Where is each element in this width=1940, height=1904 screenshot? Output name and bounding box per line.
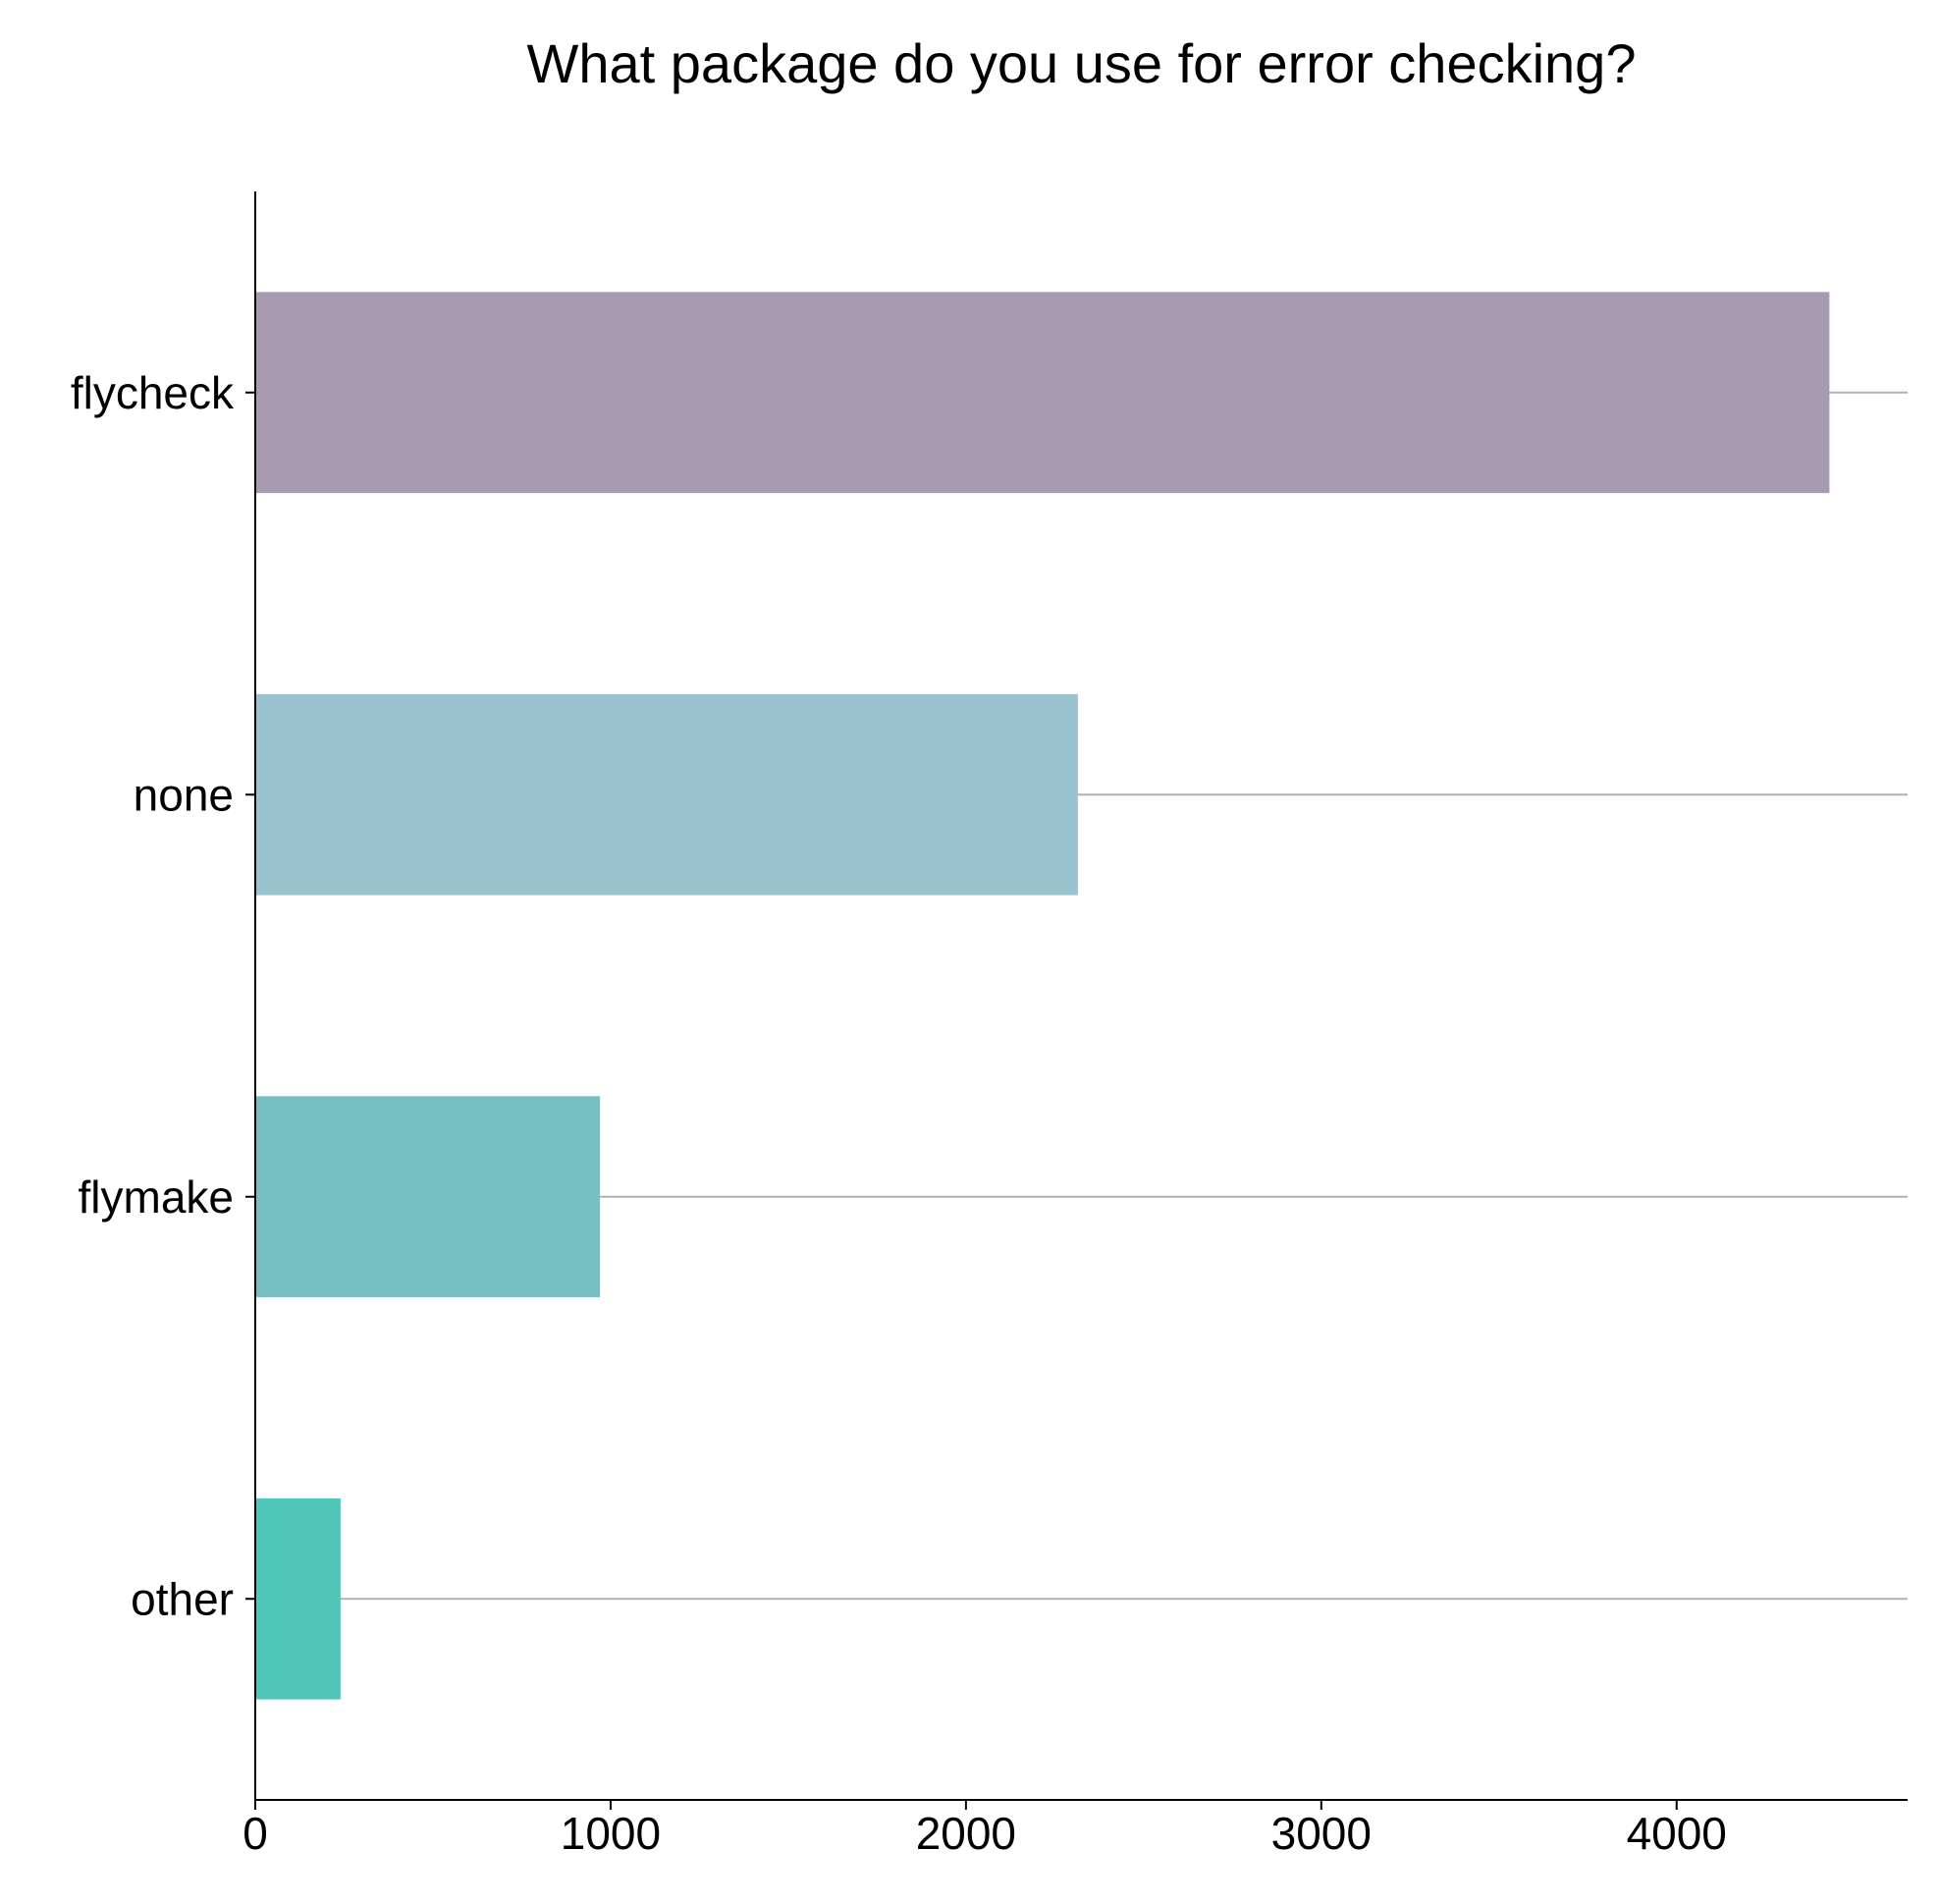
y-tick-label-flycheck: flycheck	[71, 367, 235, 418]
x-tick-label-2000: 2000	[916, 1808, 1016, 1859]
tick-labels: flycheck none flymake other 0 1000 2000 3000 400…	[71, 367, 1727, 1859]
bar-flymake	[255, 1096, 601, 1298]
x-tick-label-4000: 4000	[1627, 1808, 1727, 1859]
x-tick-label-0: 0	[242, 1808, 268, 1859]
bar-flycheck	[255, 292, 1830, 494]
y-tick-label-other: other	[131, 1573, 234, 1624]
chart-title: What package do you use for error checki…	[526, 32, 1637, 94]
grid-lines	[255, 391, 1908, 1601]
x-tick-label-3000: 3000	[1271, 1808, 1372, 1859]
bar-other	[255, 1497, 341, 1700]
chart-title-container: What package do you use for error checki…	[255, 31, 1908, 95]
axes	[245, 191, 1908, 1810]
bars	[255, 292, 1830, 1700]
y-tick-label-flymake: flymake	[79, 1171, 234, 1223]
x-tick-label-1000: 1000	[561, 1808, 661, 1859]
bar-none	[255, 693, 1078, 896]
y-tick-label-none: none	[134, 769, 234, 820]
